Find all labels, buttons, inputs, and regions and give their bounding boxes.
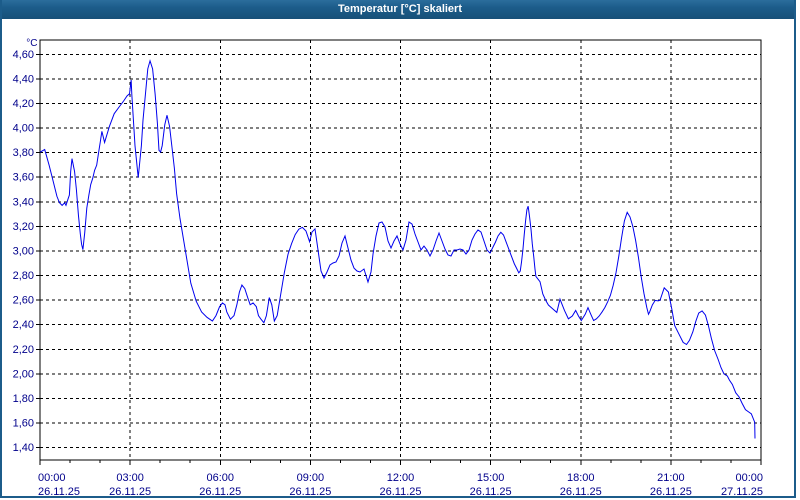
svg-text:26.11.25: 26.11.25	[289, 486, 331, 498]
svg-text:26.11.25: 26.11.25	[109, 486, 151, 498]
svg-text:2,00: 2,00	[13, 368, 34, 380]
svg-text:2,20: 2,20	[13, 344, 34, 356]
svg-text:2,80: 2,80	[13, 270, 34, 282]
svg-text:2,60: 2,60	[13, 295, 34, 307]
svg-text:3,40: 3,40	[13, 196, 34, 208]
svg-text:3,20: 3,20	[13, 221, 34, 233]
svg-text:26.11.25: 26.11.25	[560, 486, 602, 498]
svg-text:3,00: 3,00	[13, 245, 34, 257]
svg-text:26.11.25: 26.11.25	[379, 486, 421, 498]
svg-text:26.11.25: 26.11.25	[38, 486, 80, 498]
svg-text:1,80: 1,80	[13, 393, 34, 405]
svg-text:18:00: 18:00	[567, 472, 595, 484]
svg-text:26.11.25: 26.11.25	[470, 486, 512, 498]
svg-text:4,60: 4,60	[13, 49, 34, 61]
svg-text:1,60: 1,60	[13, 418, 34, 430]
svg-text:26.11.25: 26.11.25	[650, 486, 692, 498]
svg-text:03:00: 03:00	[116, 472, 144, 484]
svg-text:15:00: 15:00	[477, 472, 505, 484]
svg-text:3,80: 3,80	[13, 147, 34, 159]
svg-text:4,20: 4,20	[13, 98, 34, 110]
svg-text:00:00: 00:00	[735, 472, 763, 484]
svg-text:21:00: 21:00	[657, 472, 685, 484]
svg-text:26.11.25: 26.11.25	[199, 486, 241, 498]
svg-text:27.11.25: 27.11.25	[721, 486, 763, 498]
svg-text:4,00: 4,00	[13, 123, 34, 135]
svg-text:09:00: 09:00	[297, 472, 325, 484]
svg-text:°C: °C	[26, 38, 37, 49]
svg-text:06:00: 06:00	[206, 472, 234, 484]
svg-text:12:00: 12:00	[387, 472, 415, 484]
svg-text:4,40: 4,40	[13, 73, 34, 85]
svg-text:1,40: 1,40	[13, 442, 34, 454]
svg-text:00:00: 00:00	[38, 472, 66, 484]
svg-text:2,40: 2,40	[13, 319, 34, 331]
svg-text:3,60: 3,60	[13, 172, 34, 184]
